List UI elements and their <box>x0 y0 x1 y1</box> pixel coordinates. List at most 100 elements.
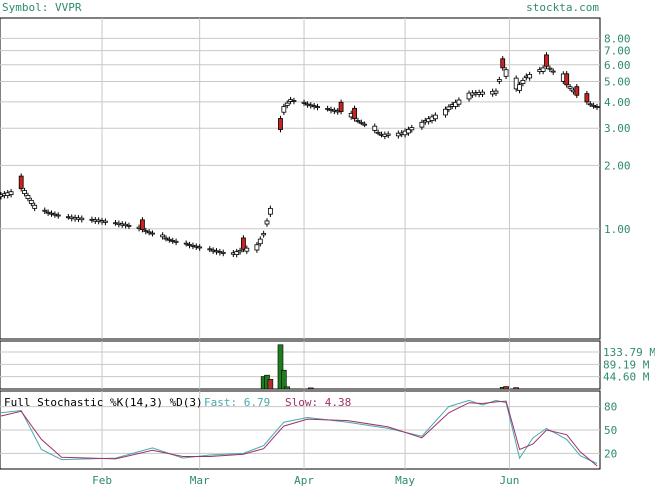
candle-body <box>564 73 570 86</box>
volume-bar <box>267 379 274 390</box>
candle-body <box>22 190 27 194</box>
candle-body <box>102 220 108 223</box>
stochastic-tick-label: 50 <box>604 424 617 437</box>
candle-body <box>517 84 522 91</box>
candle-body <box>325 108 331 110</box>
candle-body <box>540 67 546 72</box>
candle-body <box>315 106 320 108</box>
candle-body <box>432 114 438 120</box>
volume-bar <box>284 386 291 390</box>
candle-body <box>140 219 145 230</box>
volume-bar <box>281 369 287 390</box>
x-tick-label: May <box>395 474 415 486</box>
x-tick-label: Apr <box>294 474 314 486</box>
candle-body <box>385 133 391 136</box>
candle-body <box>8 191 14 195</box>
candle-body <box>207 248 213 251</box>
volume-bar <box>503 386 509 390</box>
volume-bar <box>277 344 284 390</box>
candle-body <box>406 128 411 134</box>
stochastic-lines <box>0 399 598 467</box>
candle-body <box>173 240 179 243</box>
candle-body <box>409 127 415 131</box>
candle-body <box>267 207 273 215</box>
candle-body <box>513 77 519 90</box>
volume-tick-label: 89.19 M <box>603 358 650 371</box>
volume-panel <box>0 340 601 390</box>
volume-bar <box>307 387 314 390</box>
candle-body <box>480 91 485 95</box>
candle-body <box>456 99 462 105</box>
candle-body <box>375 131 381 134</box>
candle-body <box>241 237 246 250</box>
candle-body <box>237 250 243 253</box>
y-tick-label: 8.00 <box>604 32 631 45</box>
candle-body <box>496 79 502 82</box>
candle-body <box>32 204 38 209</box>
candle-body <box>544 54 549 67</box>
candle-body <box>446 106 452 110</box>
volume-bar <box>513 387 519 390</box>
candle-body <box>52 213 58 216</box>
y-tick-label: 6.00 <box>604 59 631 72</box>
stochastic-title: Full Stochastic %K(14,3) %D(3) <box>4 396 203 409</box>
symbol-label: Symbol: VVPR <box>2 1 82 14</box>
candle-body <box>126 224 132 227</box>
axis-labels: Feb Mar Apr May Jun 1.00 2.00 3.00 4.00 5.00 6.007… <box>92 32 655 486</box>
y-tick-label: 4.00 <box>604 96 631 109</box>
candle-body <box>574 86 580 96</box>
stochastic-slow-line <box>0 400 598 467</box>
candle-body <box>146 231 152 234</box>
candle-body <box>291 100 297 102</box>
candle-body <box>372 125 378 131</box>
candle-body <box>281 106 287 113</box>
candle-body <box>584 93 590 103</box>
candle-body <box>567 86 573 89</box>
candle-body <box>358 121 364 124</box>
candle-body <box>362 123 368 126</box>
y-tick-label: 2.00 <box>604 159 631 172</box>
candle-body <box>547 67 553 70</box>
candle-body <box>25 195 31 199</box>
price-panel <box>0 17 601 340</box>
candle-body <box>183 242 189 245</box>
candle-body <box>500 58 506 69</box>
x-tick-label: Mar <box>190 474 210 486</box>
candle-body <box>301 101 307 104</box>
y-tick-label: 3.00 <box>604 122 631 135</box>
candle-body <box>49 212 54 215</box>
candle-body <box>587 103 593 106</box>
candle-body <box>42 209 48 212</box>
candle-body <box>493 90 499 94</box>
candle-body <box>338 101 344 112</box>
candle-body <box>527 74 533 79</box>
stochastic-tick-label: 80 <box>604 401 617 414</box>
brand-label: stockta.com <box>526 1 599 14</box>
candle-body <box>352 107 357 120</box>
candle-body <box>220 251 226 254</box>
candle-body <box>466 92 472 100</box>
x-tick-label: Feb <box>92 474 112 486</box>
candle-body <box>264 220 270 225</box>
stochastic-fast-value: Fast: 6.79 <box>204 396 270 409</box>
candle-body <box>591 104 597 107</box>
candle-body <box>278 118 283 130</box>
stochastic-slow-value: Slow: 4.38 <box>285 396 351 409</box>
candle-body <box>28 199 34 204</box>
stochastic-fast-line <box>0 399 598 464</box>
candle-body <box>550 70 556 73</box>
volume-tick-label: 133.79 M <box>603 346 655 359</box>
candle-body <box>503 69 509 77</box>
grid <box>0 18 600 469</box>
candle-body <box>443 108 448 116</box>
candle-body <box>150 232 155 235</box>
candle-body <box>520 79 526 84</box>
candle-body <box>163 237 169 240</box>
candle-body <box>160 234 166 238</box>
candle-body <box>594 106 600 108</box>
price-candles <box>0 52 600 258</box>
candle-body <box>261 233 267 236</box>
y-tick-label: 7.00 <box>604 45 631 58</box>
volume-tick-label: 44.60 M <box>603 371 650 384</box>
